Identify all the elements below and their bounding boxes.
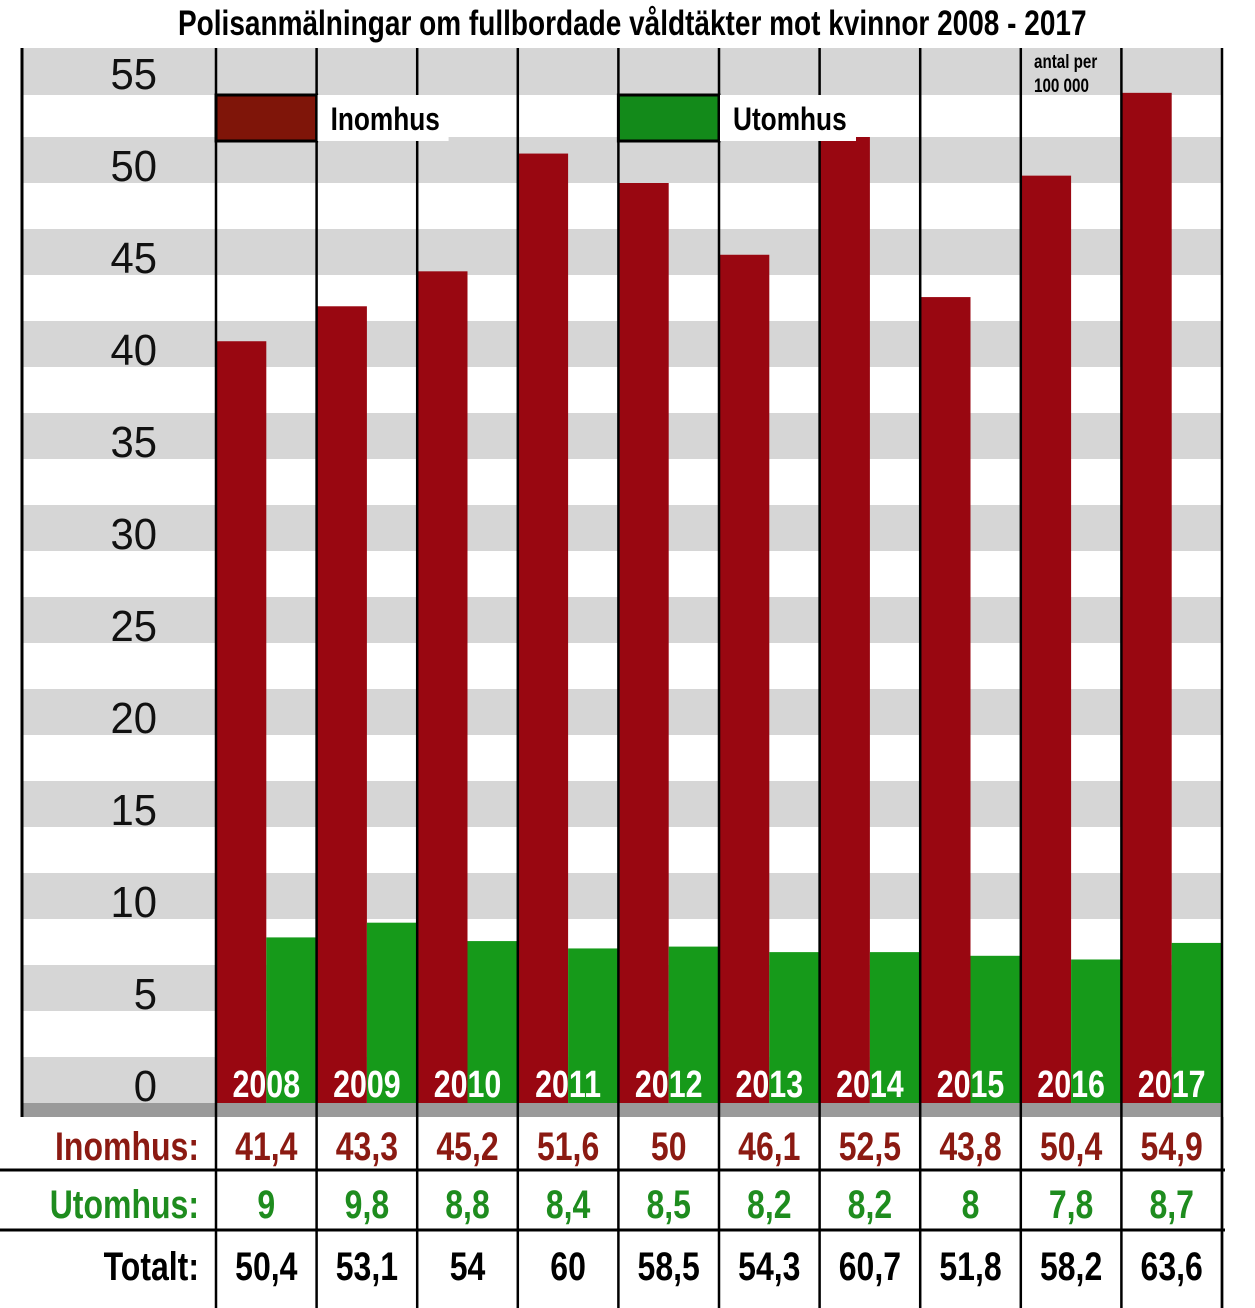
bar-inomhus-2011 bbox=[517, 153, 569, 1103]
table-cell-inomhus-2013: 46,1 bbox=[738, 1124, 800, 1169]
table-cell-totalt-2008: 50,4 bbox=[235, 1244, 297, 1289]
x-tick-label-2010: 2010 bbox=[434, 1064, 502, 1106]
table-cell-inomhus-2009: 43,3 bbox=[336, 1124, 398, 1169]
legend-swatch-utomhus bbox=[616, 93, 721, 143]
table-row-label: Utomhus: bbox=[50, 1182, 199, 1227]
legend: Inomhus Utomhus bbox=[214, 93, 856, 143]
x-tick-label-2008: 2008 bbox=[232, 1064, 300, 1106]
x-tick-label-2017: 2017 bbox=[1138, 1064, 1206, 1106]
table-cell-inomhus-2015: 43,8 bbox=[939, 1124, 1001, 1169]
table-cell-utomhus-2014: 8,2 bbox=[848, 1182, 892, 1227]
table-cell-inomhus-2011: 51,6 bbox=[537, 1124, 599, 1169]
bar-inomhus-2015 bbox=[920, 297, 971, 1104]
y-tick-label: 55 bbox=[111, 50, 157, 99]
table-cell-inomhus-2008: 41,4 bbox=[235, 1124, 297, 1169]
legend-label-inomhus: Inomhus bbox=[331, 103, 440, 138]
bar-inomhus-2017 bbox=[1121, 92, 1172, 1104]
bar-utomhus-2016 bbox=[1071, 959, 1122, 1103]
table-cell-totalt-2012: 58,5 bbox=[638, 1244, 700, 1289]
table-cell-totalt-2011: 60 bbox=[550, 1244, 586, 1289]
y-tick-label: 30 bbox=[111, 510, 157, 559]
table-cell-inomhus-2016: 50,4 bbox=[1040, 1124, 1102, 1169]
table-row-label: Totalt: bbox=[104, 1244, 199, 1289]
bar-inomhus-2016 bbox=[1020, 175, 1072, 1103]
x-tick-label-2009: 2009 bbox=[333, 1064, 401, 1106]
y-axis-ticks: 0 5 10 15 20 25 30 35 40 45 50 55 bbox=[111, 50, 157, 1111]
legend-label-utomhus: Utomhus bbox=[733, 103, 847, 138]
baseline-band bbox=[22, 1103, 1222, 1117]
table-cell-inomhus-2012: 50 bbox=[651, 1124, 687, 1169]
table-cell-totalt-2015: 51,8 bbox=[939, 1244, 1001, 1289]
bar-inomhus-2014 bbox=[819, 137, 870, 1103]
x-tick-label-2014: 2014 bbox=[836, 1064, 904, 1106]
bar-inomhus-2008 bbox=[216, 341, 267, 1103]
y-tick-label: 15 bbox=[111, 786, 157, 835]
data-table: Inomhus: Utomhus: Totalt: 41,4 43,3 45,2 51,6 5… bbox=[0, 1117, 1225, 1308]
table-cell-totalt-2014: 60,7 bbox=[839, 1244, 901, 1289]
y-tick-label: 10 bbox=[111, 878, 157, 927]
legend-label-box bbox=[317, 95, 449, 141]
y-tick-label: 50 bbox=[111, 142, 157, 191]
table-cell-inomhus-2014: 52,5 bbox=[839, 1124, 901, 1169]
table-cell-totalt-2010: 54 bbox=[450, 1244, 486, 1289]
year-labels: 2008 2009 2010 2011 2012 2013 2014 2015 2016 2017 bbox=[232, 1064, 1205, 1106]
x-tick-label-2015: 2015 bbox=[937, 1064, 1005, 1106]
bar-utomhus-2017 bbox=[1171, 942, 1222, 1103]
table-cell-utomhus-2016: 7,8 bbox=[1049, 1182, 1093, 1227]
y-tick-label: 20 bbox=[111, 694, 157, 743]
x-tick-label-2011: 2011 bbox=[535, 1064, 601, 1106]
table-cell-inomhus-2017: 54,9 bbox=[1141, 1124, 1203, 1169]
x-tick-label-2013: 2013 bbox=[735, 1064, 803, 1106]
bar-utomhus-2015 bbox=[970, 955, 1021, 1103]
table-row-label: Inomhus: bbox=[55, 1124, 199, 1169]
table-cell-totalt-2009: 53,1 bbox=[336, 1244, 398, 1289]
bar-utomhus-2013 bbox=[769, 952, 820, 1103]
bar-utomhus-2012 bbox=[668, 946, 719, 1103]
table-cell-utomhus-2017: 8,7 bbox=[1149, 1182, 1193, 1227]
bar-utomhus-2008 bbox=[266, 937, 317, 1103]
bar-inomhus-2013 bbox=[719, 254, 770, 1103]
table-cell-utomhus-2008: 9 bbox=[257, 1182, 275, 1227]
table-cell-utomhus-2009: 9,8 bbox=[345, 1182, 389, 1227]
table-cell-totalt-2013: 54,3 bbox=[738, 1244, 800, 1289]
bars bbox=[216, 92, 1222, 1104]
table-cell-totalt-2016: 58,2 bbox=[1040, 1244, 1102, 1289]
y-tick-label: 0 bbox=[134, 1062, 157, 1111]
chart-title: Polisanmälningar om fullbordade våldtäkt… bbox=[178, 3, 1087, 43]
y-tick-label: 40 bbox=[111, 326, 157, 375]
table-cell-inomhus-2010: 45,2 bbox=[436, 1124, 498, 1169]
unit-note-line-1: antal per bbox=[1034, 50, 1098, 72]
y-tick-label: 35 bbox=[111, 418, 157, 467]
bar-inomhus-2012 bbox=[618, 183, 669, 1103]
column-dividers bbox=[20, 48, 1224, 1308]
x-tick-label-2012: 2012 bbox=[635, 1064, 703, 1106]
bar-utomhus-2014 bbox=[869, 952, 921, 1103]
table-cell-utomhus-2011: 8,4 bbox=[546, 1182, 590, 1227]
bar-inomhus-2010 bbox=[417, 271, 468, 1103]
bar-utomhus-2010 bbox=[467, 941, 518, 1103]
y-tick-label: 5 bbox=[134, 970, 157, 1019]
table-cell-utomhus-2010: 8,8 bbox=[445, 1182, 489, 1227]
x-tick-label-2016: 2016 bbox=[1037, 1064, 1105, 1106]
table-cell-utomhus-2013: 8,2 bbox=[747, 1182, 791, 1227]
table-cell-totalt-2017: 63,6 bbox=[1141, 1244, 1203, 1289]
legend-label-box bbox=[720, 95, 856, 141]
bar-utomhus-2009 bbox=[366, 922, 418, 1103]
bar-utomhus-2011 bbox=[568, 948, 619, 1103]
legend-swatch-inomhus bbox=[214, 93, 319, 143]
y-tick-label: 45 bbox=[111, 234, 157, 283]
table-cell-utomhus-2012: 8,5 bbox=[646, 1182, 690, 1227]
unit-note-line-2: 100 000 bbox=[1034, 74, 1089, 96]
bar-inomhus-2009 bbox=[316, 306, 367, 1103]
y-tick-label: 25 bbox=[111, 602, 157, 651]
table-cell-utomhus-2015: 8 bbox=[962, 1182, 980, 1227]
